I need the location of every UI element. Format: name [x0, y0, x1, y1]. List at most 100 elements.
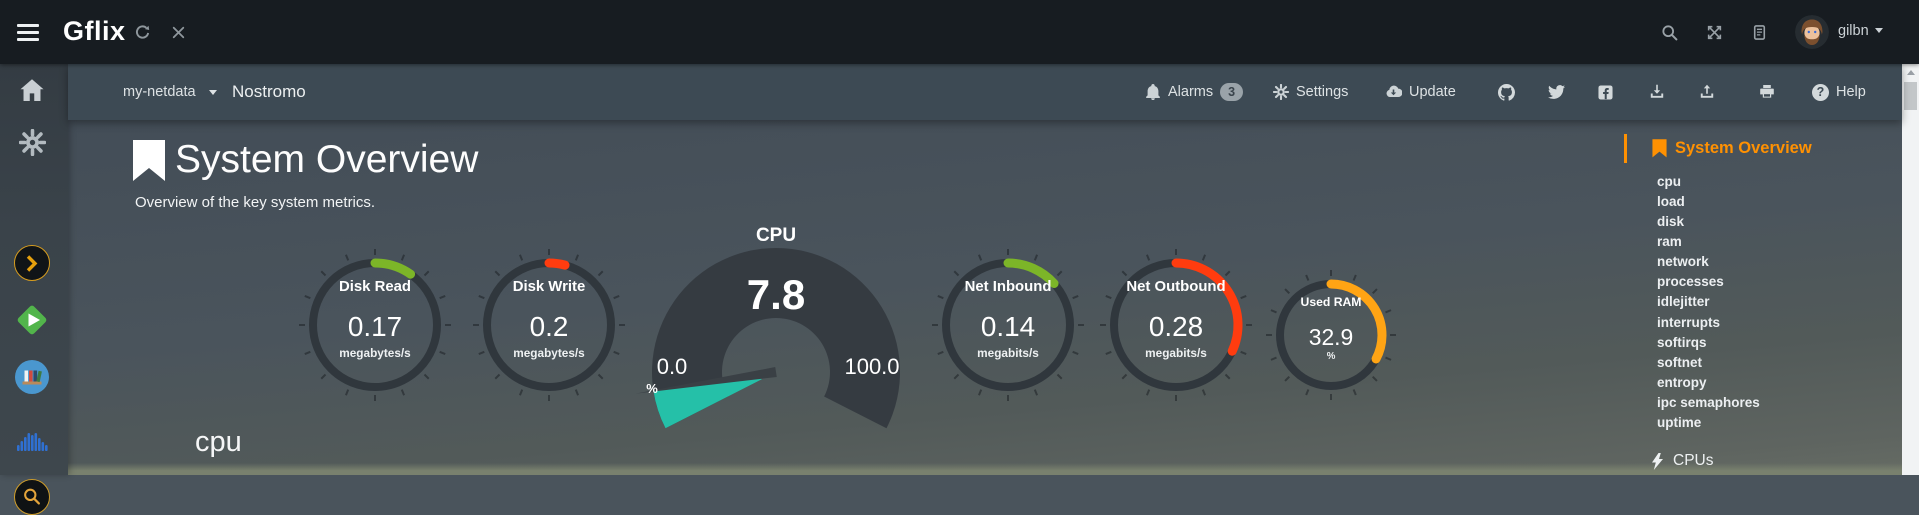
server-dropdown[interactable]: my-netdata — [123, 64, 217, 120]
caret-down-icon — [1874, 28, 1883, 33]
bell-icon — [1146, 84, 1160, 100]
gauge-label: Disk Read — [338, 278, 411, 295]
help-button[interactable]: ? Help — [1812, 64, 1866, 120]
cpu-gauge-title: CPU — [755, 225, 797, 246]
library-books-icon — [15, 360, 49, 394]
gauge-value: 32.9 — [1308, 323, 1354, 350]
menu-item-cpus[interactable]: CPUs — [1652, 450, 1713, 472]
section-heading-cpu: cpu — [195, 426, 242, 458]
help-label: Help — [1836, 84, 1866, 100]
menu-item-cpu[interactable]: cpu — [1657, 174, 1682, 189]
bookmark-icon — [1652, 139, 1667, 158]
sidebar-item-plex[interactable] — [14, 245, 50, 281]
gauge-ring — [299, 249, 451, 401]
scrollbar-track[interactable] — [1902, 64, 1919, 475]
menu-active-indicator — [1624, 134, 1627, 163]
settings-button[interactable]: Settings — [1273, 64, 1348, 120]
cpu-gauge-min: 0.0 — [656, 354, 688, 379]
menu-item-interrupts[interactable]: interrupts — [1657, 314, 1721, 330]
menu-item-disk[interactable]: disk — [1657, 214, 1685, 230]
sidebar-item-emby[interactable] — [14, 302, 50, 338]
scrollbar-up-button[interactable] — [1902, 64, 1919, 80]
next-chart-edge — [68, 463, 1902, 475]
update-button[interactable]: Update — [1385, 64, 1456, 120]
cpu-gauge-max: 100.0 — [844, 354, 900, 379]
menu-item-softirqs[interactable]: softirqs — [1657, 334, 1707, 350]
menu-item-network[interactable]: network — [1657, 254, 1709, 270]
home-icon — [20, 79, 44, 102]
menu-item-ipc-semaphores[interactable]: ipc semaphores — [1657, 394, 1760, 410]
gauge-ring — [1100, 249, 1252, 401]
gauge-label: Used RAM — [1300, 295, 1362, 310]
menu-item-ram[interactable]: ram — [1657, 234, 1682, 250]
sidebar-item-search[interactable] — [14, 479, 50, 515]
lightning-bolt-icon — [1652, 452, 1663, 470]
user-name-label: gilbn — [1838, 23, 1869, 39]
menu-item-system-overview[interactable]: System Overview — [1652, 134, 1812, 163]
gauge-unit: megabits/s — [1145, 345, 1207, 360]
menu-item-idlejitter[interactable]: idlejitter — [1657, 294, 1710, 310]
top-bar: Gflix — [0, 0, 1919, 64]
gauge-chart-net-inbound[interactable]: Net Inbound 0.14 megabits/s — [923, 240, 1093, 410]
gauge-chart-disk-read[interactable]: Disk Read 0.17 megabytes/s — [290, 240, 460, 410]
gauge-unit: megabytes/s — [339, 345, 411, 360]
gauge-value: 0.28 — [1148, 311, 1204, 343]
hamburger-menu-icon[interactable] — [17, 24, 39, 41]
gauge-chart-used-ram[interactable]: Used RAM 32.9 % — [1246, 250, 1416, 420]
gauge-ring — [473, 249, 625, 401]
cpu-gauge-unit: % — [646, 381, 658, 396]
gauge-chart-net-outbound[interactable]: Net Outbound 0.28 megabits/s — [1091, 240, 1261, 410]
close-icon[interactable] — [170, 24, 187, 41]
menu-item-processes[interactable]: processes — [1657, 274, 1724, 290]
news-icon[interactable] — [1751, 24, 1768, 41]
search-icon[interactable] — [1661, 24, 1678, 41]
caret-down-icon — [208, 89, 217, 95]
question-circle-icon: ? — [1812, 83, 1829, 101]
gauge-value: 0.17 — [347, 311, 403, 343]
gauge-chart-disk-write[interactable]: Disk Write 0.2 megabytes/s — [464, 240, 634, 410]
refresh-icon[interactable] — [134, 24, 151, 41]
gauge-label: Net Inbound — [964, 278, 1052, 295]
user-menu[interactable]: gilbn — [1838, 23, 1883, 39]
gauge-ring — [1266, 270, 1396, 400]
fullscreen-icon[interactable] — [1706, 24, 1723, 41]
alarms-count-badge: 3 — [1220, 83, 1244, 101]
scrollbar-thumb[interactable] — [1904, 82, 1917, 110]
gauge-unit: megabits/s — [977, 345, 1039, 360]
alarms-label: Alarms — [1168, 84, 1214, 100]
download-icon[interactable] — [1649, 64, 1665, 120]
plex-icon — [14, 245, 50, 281]
sidebar-item-settings[interactable] — [14, 124, 50, 160]
menu-active-label: System Overview — [1675, 139, 1812, 157]
sidebar-item-library[interactable] — [14, 359, 50, 395]
update-label: Update — [1409, 84, 1456, 100]
github-icon[interactable] — [1498, 64, 1515, 120]
dashboard-navbar: my-netdata Nostromo Alarms 3 Settings Up… — [68, 64, 1902, 120]
gear-icon — [18, 128, 46, 156]
brand-logo[interactable]: Gflix — [63, 16, 126, 46]
menu-next-label: CPUs — [1673, 452, 1714, 469]
menu-item-load[interactable]: load — [1657, 194, 1685, 210]
search-circle-icon — [14, 479, 50, 515]
gauge-value: 0.2 — [529, 311, 569, 343]
twitter-icon[interactable] — [1548, 64, 1565, 120]
cpu-gauge-chart[interactable]: CPU 7.8 0.0 100.0 % — [626, 220, 926, 430]
upload-icon[interactable] — [1699, 64, 1715, 120]
menu-item-softnet[interactable]: softnet — [1657, 354, 1702, 370]
gauge-ring — [932, 249, 1084, 401]
menu-item-uptime[interactable]: uptime — [1657, 414, 1702, 430]
avatar[interactable] — [1795, 15, 1829, 49]
settings-label: Settings — [1296, 84, 1349, 100]
facebook-icon[interactable] — [1598, 64, 1613, 120]
cpu-gauge-graphic — [635, 247, 900, 429]
gauge-value: 0.14 — [980, 311, 1036, 343]
server-dropdown-label: my-netdata — [123, 84, 196, 100]
page-title: System Overview — [175, 138, 479, 181]
cloud-download-icon — [1386, 85, 1402, 97]
print-icon[interactable] — [1759, 64, 1775, 120]
gauge-label: Net Outbound — [1126, 278, 1226, 295]
alarms-button[interactable]: Alarms 3 — [1145, 64, 1244, 120]
menu-item-entropy[interactable]: entropy — [1657, 374, 1707, 390]
sidebar-item-home[interactable] — [14, 72, 50, 108]
sidebar-item-music[interactable] — [14, 422, 50, 458]
